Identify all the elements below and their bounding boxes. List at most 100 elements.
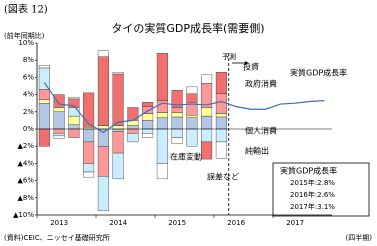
bar-segment [201, 74, 213, 84]
bar-segment [127, 128, 139, 134]
bar-segment [112, 128, 124, 132]
bar-segment [68, 115, 80, 125]
gdp-line [43, 82, 325, 134]
bar-segment [97, 56, 109, 126]
bar-segment [112, 125, 124, 130]
bar-segment [201, 128, 213, 143]
bar-segment [156, 117, 168, 130]
series-label: 実質GDP成長率 [290, 68, 347, 78]
bar-segment [186, 117, 198, 130]
y-tick-label: 4% [23, 91, 34, 99]
bar-segment [201, 107, 213, 117]
bar-segment [53, 107, 65, 112]
bar-segment [142, 113, 154, 121]
bar-segment [97, 50, 109, 57]
bar-segment [142, 106, 154, 114]
series-label: 政府消費 [245, 79, 277, 89]
bar-segment [171, 128, 183, 138]
y-tick-label: 0% [23, 125, 34, 133]
bar-segment [171, 116, 183, 130]
bar-segment [201, 115, 213, 130]
bar-segment [38, 128, 50, 147]
bar-segment [112, 152, 124, 180]
bar-segment [83, 171, 95, 178]
bar-segment [68, 128, 80, 138]
bar-segment [83, 92, 95, 128]
bar-segment [53, 133, 65, 137]
bar-segment [186, 93, 198, 103]
bar-segment [83, 163, 95, 173]
x-axis-label: (四半期) [346, 233, 373, 242]
x-tick-label: 2015 [168, 219, 186, 227]
bar-segment [215, 113, 227, 118]
y-tick-label: ▲10% [13, 211, 34, 219]
bar-segment [215, 141, 227, 159]
bar-segment [68, 124, 80, 130]
y-tick-label: 6% [23, 73, 34, 81]
bar-segment [112, 72, 124, 75]
bar-segment [97, 128, 109, 147]
chart-title: タイの実質GDP成長率(需要側) [111, 21, 264, 35]
bar-segment [201, 141, 213, 160]
bar-segment [97, 145, 109, 177]
bar-segment [38, 99, 50, 104]
x-tick-label: 2014 [109, 219, 127, 227]
bar-segment [142, 120, 154, 130]
x-tick-label: 2017 [286, 219, 304, 227]
y-tick-label: 2% [23, 108, 34, 116]
bar-segment [83, 128, 95, 143]
series-label: 誤差など [207, 172, 239, 182]
box-title: 実質GDP成長率 [280, 166, 337, 176]
bar-segment [156, 100, 168, 113]
bar-segment [142, 133, 154, 138]
bar-segment [127, 133, 139, 143]
y-tick-label: ▲4% [18, 159, 35, 167]
bar-segment [215, 116, 227, 130]
forecast-label: 予測 [222, 52, 236, 61]
bar-segment [83, 141, 95, 164]
bar-segment [171, 137, 183, 144]
bar-segment [186, 86, 198, 94]
bar-segment [156, 112, 168, 119]
bar-segment [53, 135, 65, 139]
y-tick-label: 10% [18, 39, 34, 47]
series-label: 在庫変動 [170, 152, 202, 162]
bar-segment [53, 128, 65, 134]
y-tick-label: ▲6% [18, 177, 35, 185]
bar-segment [68, 107, 80, 117]
bar-segment [171, 107, 183, 113]
bar-segment [53, 94, 65, 108]
bar-segment [38, 67, 50, 90]
bar-segment [215, 72, 227, 94]
bar-segment [142, 102, 154, 107]
bar-segment [112, 131, 124, 154]
bar-segment [156, 163, 168, 180]
bar-segment [38, 65, 50, 69]
box-line: 2016年:2.6% [290, 190, 335, 199]
bar-segment [38, 102, 50, 130]
series-label: 投資 [243, 62, 259, 72]
box-line: 2017年:3.1% [290, 202, 335, 211]
series-label: 純輸出 [245, 146, 269, 156]
bar-segment [215, 93, 227, 114]
bar-segment [127, 125, 139, 130]
forecast-box [272, 162, 370, 217]
y-tick-label: ▲8% [18, 194, 35, 202]
bar-segment [97, 125, 109, 130]
bar-segment [186, 128, 198, 147]
bar-segment [156, 128, 168, 164]
bar-segment [97, 176, 109, 211]
bar-segment [112, 73, 124, 126]
bar-segment [142, 128, 154, 134]
bar-segment [186, 115, 198, 119]
bar-segment [68, 96, 80, 100]
box-line: 2015年:2.8% [290, 178, 335, 187]
bar-segment [38, 89, 50, 100]
x-tick-label: 2016 [227, 219, 245, 227]
bar-segment [171, 90, 183, 108]
y-tick-label: ▲2% [18, 142, 35, 150]
bar-segment [156, 53, 168, 101]
bar-segment [215, 128, 227, 143]
y-axis-label: (前年同期比) [4, 31, 45, 40]
